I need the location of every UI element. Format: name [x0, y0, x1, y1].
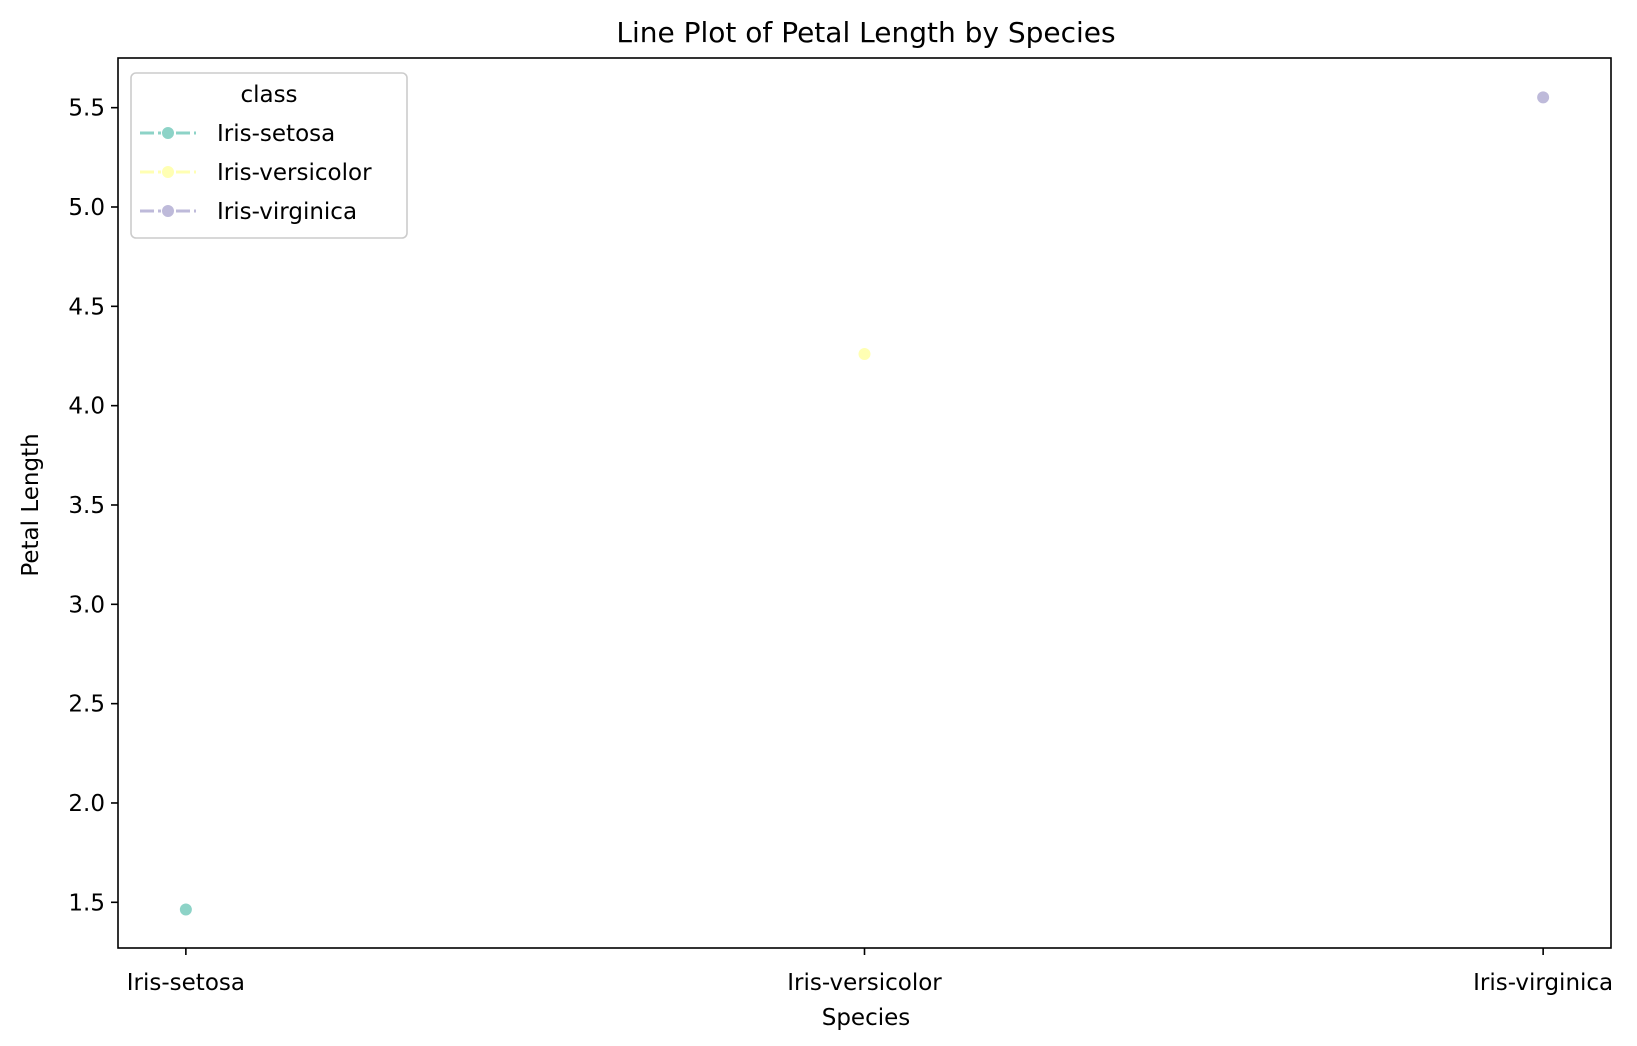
x-tick-label: Iris-versicolor: [787, 970, 942, 996]
y-tick-label: 2.0: [68, 791, 105, 817]
plot-area: 1.52.02.53.03.54.04.55.05.5 Iris-setosa I…: [68, 57, 1613, 996]
x-tick-label: Iris-setosa: [127, 970, 245, 996]
y-tick-label: 5.0: [68, 195, 105, 221]
y-axis-title: Petal Length: [18, 433, 44, 576]
y-axis: 1.5 2.0 2.5 3.0 3.5 4.0 4.5 5.0 5.5: [68, 96, 118, 916]
legend-label: Iris-virginica: [217, 199, 357, 225]
data-point-iris-versicolor: [857, 347, 872, 362]
legend-marker: [161, 126, 175, 140]
legend: class Iris-setosa Iris-versicolor Iris-vir…: [130, 72, 408, 239]
data-points: [178, 90, 1551, 917]
chart-title: Line Plot of Petal Length by Species: [616, 16, 1115, 49]
y-tick-label: 4.0: [68, 394, 105, 420]
legend-label: Iris-versicolor: [217, 160, 372, 186]
y-tick-label: 2.5: [68, 692, 105, 718]
legend-items: Iris-setosa Iris-versicolor Iris-virginica: [140, 121, 372, 225]
y-tick-label: 3.0: [68, 592, 105, 618]
legend-label: Iris-setosa: [217, 121, 335, 147]
x-tick-label: Iris-virginica: [1473, 970, 1613, 996]
legend-frame: [130, 72, 408, 239]
x-axis-title: Species: [822, 1005, 911, 1031]
data-point-iris-virginica: [1536, 90, 1551, 105]
y-tick-label: 1.5: [68, 890, 105, 916]
y-tick-label: 5.5: [68, 96, 105, 122]
y-tick-label: 4.5: [68, 294, 105, 320]
x-axis: Iris-setosa Iris-versicolor Iris-virginica: [127, 948, 1613, 996]
legend-marker: [161, 204, 175, 218]
data-point-iris-setosa: [178, 902, 193, 917]
legend-title: class: [240, 82, 297, 108]
y-tick-label: 3.5: [68, 493, 105, 519]
legend-marker: [161, 165, 175, 179]
